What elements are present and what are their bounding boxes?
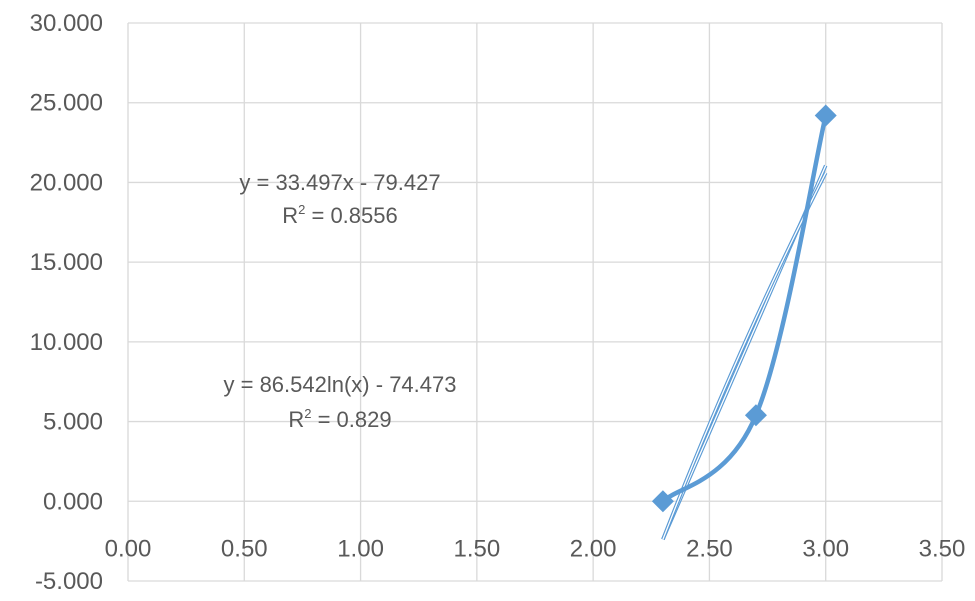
- x-tick-label: 3.50: [919, 535, 966, 562]
- log-trend-r2-superscript: 2: [304, 406, 311, 421]
- linear-trend-r2-value: = 0.8556: [305, 203, 397, 228]
- x-tick-label: 0.50: [221, 535, 268, 562]
- y-tick-label: 0.000: [43, 488, 103, 515]
- data-point-marker: [651, 490, 674, 513]
- x-tick-label: 1.00: [337, 535, 384, 562]
- log-trend-equation: y = 86.542ln(x) - 74.473: [224, 372, 457, 397]
- linear-trend-r2-superscript: 2: [298, 202, 305, 217]
- linear-trend-r2: R2 = 0.8556: [282, 202, 398, 228]
- y-tick-label: 5.000: [43, 409, 103, 436]
- y-tick-label: 25.000: [30, 90, 103, 117]
- log-trend-r2-letter: R: [288, 407, 304, 432]
- logarithmic-trendline-inner: [662, 172, 827, 540]
- y-tick-label: 15.000: [30, 249, 103, 276]
- y-axis-ticks: -5.000 0.000 5.000 10.000 15.000 20.000 25.000…: [30, 10, 103, 595]
- x-axis-ticks: 0.00 0.50 1.00 1.50 2.00 2.50 3.00 3.50: [105, 535, 966, 562]
- trendlines: [661, 164, 828, 541]
- y-tick-label: 20.000: [30, 169, 103, 196]
- x-tick-label: 2.50: [686, 535, 733, 562]
- x-tick-label: 1.50: [453, 535, 500, 562]
- log-trend-r2: R2 = 0.829: [288, 406, 391, 432]
- grid: [127, 22, 943, 582]
- x-tick-label: 2.00: [570, 535, 617, 562]
- x-tick-label: 3.00: [802, 535, 849, 562]
- y-tick-label: 30.000: [30, 10, 103, 37]
- linear-trend-equation: y = 33.497x - 79.427: [239, 170, 440, 195]
- data-series: [651, 104, 837, 513]
- data-point-marker: [744, 404, 767, 427]
- y-tick-label: -5.000: [35, 568, 103, 595]
- log-trend-r2-value: = 0.829: [311, 407, 391, 432]
- data-point-marker: [814, 104, 837, 127]
- series-line: [660, 113, 828, 504]
- y-tick-label: 10.000: [30, 329, 103, 356]
- linear-trend-r2-letter: R: [282, 203, 298, 228]
- x-tick-label: 0.00: [105, 535, 152, 562]
